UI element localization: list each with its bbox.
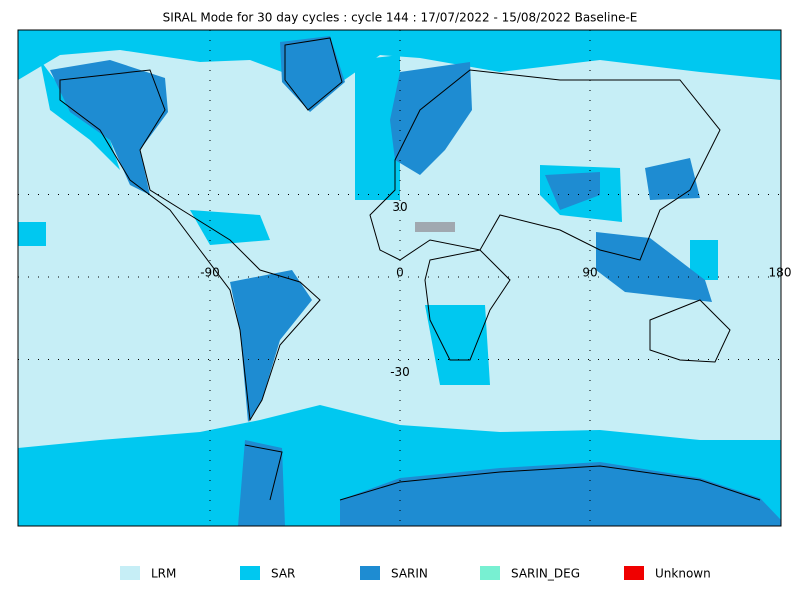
coastline [244, 444, 761, 501]
legend-label: SARIN [391, 567, 428, 581]
antarctica-west-sarin [238, 440, 285, 526]
arctic-sar [18, 30, 781, 90]
lon-label: -90 [200, 266, 220, 280]
coastline [59, 69, 321, 422]
south-america-sarin [230, 270, 312, 422]
legend-label: SAR [271, 567, 295, 581]
gulf-sar [190, 210, 270, 245]
china-sarin [645, 158, 700, 200]
lat-label: 30 [392, 200, 407, 214]
europe-sarin [390, 62, 472, 175]
coastline [424, 249, 511, 361]
map: -90 0 90 180 30 -30 [17, 29, 792, 527]
coastline [649, 299, 731, 363]
lon-label: 90 [582, 266, 597, 280]
north-america-sarin [50, 60, 168, 195]
legend-swatch [240, 566, 260, 580]
legend-swatch [120, 566, 140, 580]
legend-label: Unknown [655, 567, 711, 581]
legend-swatch [480, 566, 500, 580]
legend-label: SARIN_DEG [511, 567, 580, 581]
legend-swatch [624, 566, 644, 580]
india-sar [690, 240, 718, 280]
lon-label: 180 [769, 266, 792, 280]
africa-sar [425, 305, 490, 385]
unclassified-patch [415, 222, 455, 232]
atlantic-sar [355, 55, 400, 200]
legend-label: LRM [151, 567, 176, 581]
antarctica-sarin [340, 462, 781, 526]
legend: LRM SAR SARIN SARIN_DEG Unknown [120, 566, 711, 581]
asia-sarin [545, 172, 600, 210]
se-asia-sarin [596, 232, 712, 302]
lat-label: -30 [390, 365, 410, 379]
coastline [284, 37, 343, 111]
coastline [369, 69, 721, 261]
lon-label: 0 [396, 266, 404, 280]
atlantic-west-sar [18, 222, 46, 246]
map-title: SIRAL Mode for 30 day cycles : cycle 144… [163, 11, 638, 25]
legend-swatch [360, 566, 380, 580]
